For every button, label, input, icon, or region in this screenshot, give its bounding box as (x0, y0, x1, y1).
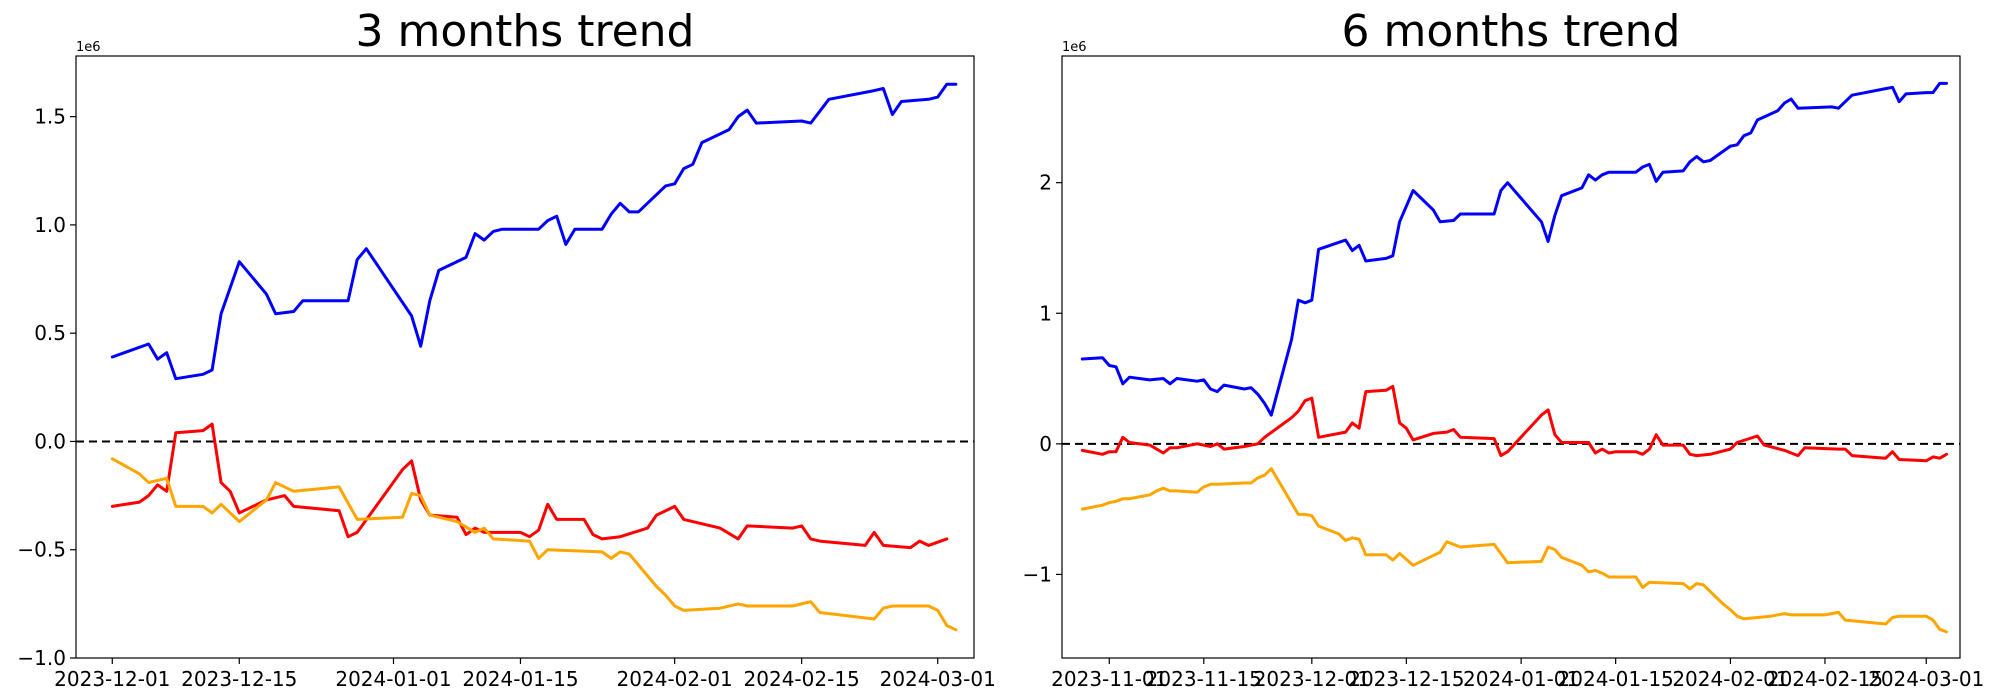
y-scale-note: 1e6 (76, 40, 101, 55)
series-line-1 (1080, 384, 1948, 463)
y-scale-note: 1e6 (1062, 40, 1087, 55)
series-line-0 (1080, 81, 1948, 417)
x-tick-label: 2023-12-15 (181, 667, 297, 691)
chart-plot-area: 1e6 −1.0 −0.5 0.0 0.5 1.0 1.5 2023-12-01 2023-12… (17, 40, 996, 691)
x-tick-label: 2023-12-01 (1254, 667, 1370, 691)
y-tick-label: 2 (1039, 171, 1052, 195)
series-line-2 (110, 457, 958, 632)
x-tick-label: 2023-11-15 (1146, 667, 1262, 691)
x-tick-label: 2023-12-01 (54, 667, 170, 691)
x-tick-label: 2024-01-15 (1558, 667, 1674, 691)
axes-frame (75, 55, 975, 659)
chart-title: 6 months trend (1341, 6, 1681, 57)
y-tick-label: −1 (1023, 562, 1052, 586)
x-tick-label: 2023-11-01 (1051, 667, 1167, 691)
y-tick-label: 1 (1039, 301, 1052, 325)
x-tick-label: 2024-03-01 (880, 667, 996, 691)
chart-6-months: 6 months trend 1e6 −1 0 1 2 2023-11-01 2023-11… (1000, 0, 2000, 700)
series-line-2 (1080, 467, 1948, 634)
series-line-0 (110, 82, 958, 381)
y-tick-label: 0 (1039, 432, 1052, 456)
chart-title: 3 months trend (355, 6, 695, 57)
y-tick-label: −1.0 (17, 646, 66, 670)
axes-frame (1061, 55, 1961, 659)
chart-plot-area: 1e6−10122023-11-012023-11-152023-12-0120… (1023, 40, 1985, 691)
x-tick-label: 2024-01-15 (462, 667, 578, 691)
x-tick-label: 2024-03-01 (1868, 667, 1984, 691)
x-tick-label: 2024-01-01 (1463, 667, 1579, 691)
y-tick-label: −0.5 (17, 538, 66, 562)
y-tick-label: 1.5 (34, 105, 66, 129)
y-tick-label: 0.5 (34, 321, 66, 345)
y-tick-label: 1.0 (34, 213, 66, 237)
chart-3-months: 3 months trend 1e6 −1.0 −0.5 0.0 0.5 1.0 1.5 20… (17, 6, 996, 691)
y-tick-label: 0.0 (34, 429, 66, 453)
x-tick-label: 2023-12-15 (1348, 667, 1464, 691)
x-tick-label: 2024-02-15 (1767, 667, 1883, 691)
x-tick-label: 2024-02-01 (1672, 667, 1788, 691)
x-tick-label: 2024-01-01 (335, 667, 451, 691)
x-tick-label: 2024-02-15 (744, 667, 860, 691)
x-tick-label: 2024-02-01 (617, 667, 733, 691)
series-line-1 (110, 422, 949, 550)
